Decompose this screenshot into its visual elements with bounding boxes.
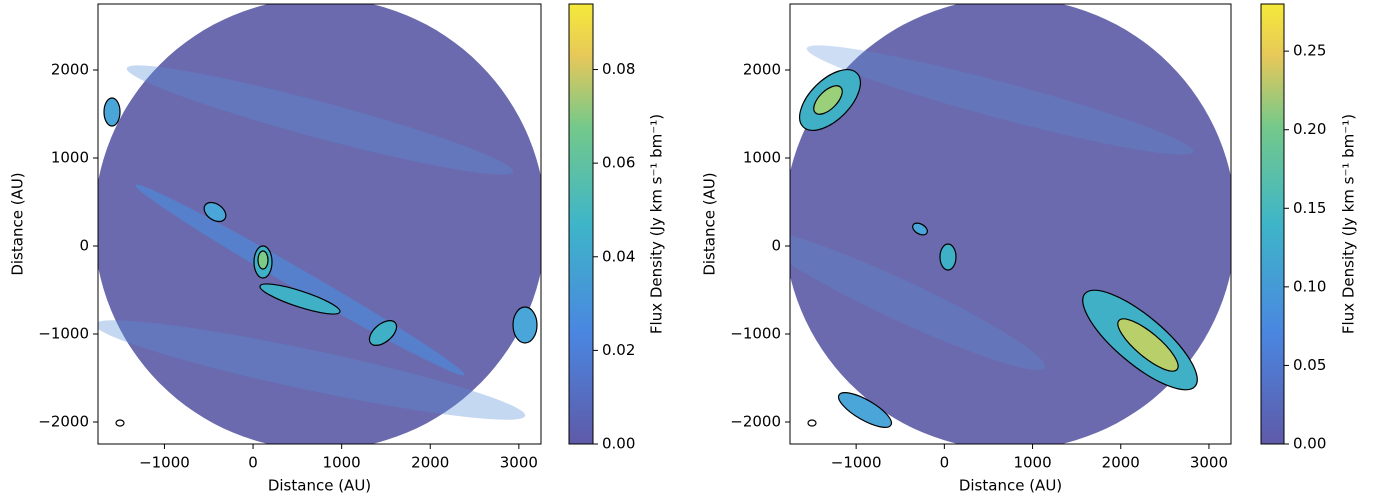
x-tick-label: 1000 — [1013, 454, 1051, 472]
x-tick-label: 0 — [248, 454, 258, 472]
y-tick-label: −1000 — [730, 325, 781, 343]
colorbar-tick-label: 0.00 — [602, 435, 635, 453]
y-tick-label: −1000 — [38, 325, 89, 343]
x-tick-label: −1000 — [139, 454, 190, 472]
x-tick-label: 2000 — [411, 454, 449, 472]
colorbar-label: Flux Density (Jy km s⁻¹ bm⁻¹) — [648, 114, 666, 334]
x-tick-label: 2000 — [1102, 454, 1140, 472]
colorbar-tick-label: 0.15 — [1293, 199, 1326, 217]
map-image — [790, 4, 1231, 444]
y-tick-label: −2000 — [38, 413, 89, 431]
y-axis-label: Distance (AU) — [701, 172, 719, 275]
colorbar-tick-label: 0.05 — [1293, 356, 1326, 374]
x-tick-label: 0 — [940, 454, 950, 472]
colorbar-tick-label: 0.04 — [602, 247, 635, 265]
axes-frame — [789, 3, 1232, 445]
x-tick-label: −1000 — [831, 454, 882, 472]
colorbar-tick-label: 0.10 — [1293, 277, 1326, 295]
x-axis-label: Distance (AU) — [959, 477, 1062, 495]
colorbar-tick-label: 0.08 — [602, 60, 635, 78]
y-tick-label: 0 — [771, 237, 781, 255]
x-tick-label: 3000 — [500, 454, 538, 472]
colorbar-tick-label: 0.06 — [602, 154, 635, 172]
colorbar-tick-label: 0.20 — [1293, 120, 1326, 138]
y-tick-label: 1000 — [743, 149, 781, 167]
colorbar-tick-label: 0.25 — [1293, 42, 1326, 60]
y-axis-label: Distance (AU) — [9, 172, 27, 275]
x-axis-label: Distance (AU) — [268, 477, 371, 495]
colorbar-tick-label: 0.00 — [1293, 435, 1326, 453]
x-tick-label: 1000 — [323, 454, 361, 472]
y-tick-label: 0 — [79, 237, 89, 255]
x-tick-label: 3000 — [1190, 454, 1228, 472]
axes-frame — [97, 3, 542, 445]
colorbar-tick-label: 0.02 — [602, 341, 635, 359]
y-tick-label: −2000 — [730, 413, 781, 431]
colorbar-label: Flux Density (Jy km s⁻¹ bm⁻¹) — [1340, 114, 1358, 334]
y-tick-label: 2000 — [51, 61, 89, 79]
map-image — [98, 4, 541, 444]
colorbar — [1260, 3, 1285, 445]
y-tick-label: 2000 — [743, 61, 781, 79]
y-tick-label: 1000 — [51, 149, 89, 167]
colorbar — [568, 3, 594, 445]
